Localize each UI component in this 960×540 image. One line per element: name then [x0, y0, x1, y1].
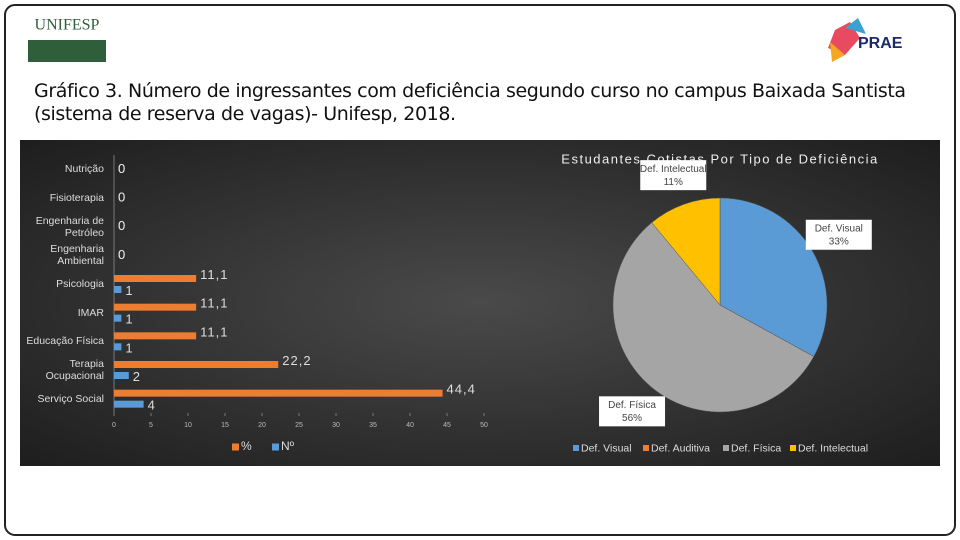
data-label: 2: [133, 369, 141, 384]
pie-slice: [651, 197, 721, 306]
legend-label: Def. Física: [731, 442, 781, 454]
data-label: 44,4: [447, 382, 476, 397]
x-tick-label: 40: [406, 422, 414, 429]
logo-star: [845, 18, 866, 34]
bar: [114, 275, 197, 282]
label-box: [599, 396, 666, 427]
x-tick-label: 30: [332, 422, 340, 429]
bar: [114, 303, 197, 311]
category-label: Psicologia: [56, 278, 104, 290]
data-label: 0: [118, 247, 126, 262]
data-label: 1: [125, 340, 133, 355]
data-label: 11%: [664, 177, 683, 188]
bar: [114, 389, 443, 397]
logo-left: UNIFESP: [35, 17, 100, 34]
data-label: 0: [118, 189, 126, 204]
x-tick-label: 25: [295, 422, 303, 429]
category-label: IMAR: [77, 306, 104, 319]
x-tick-label: 20: [258, 422, 266, 429]
data-label: Def. Visual: [815, 223, 863, 234]
bar: [114, 343, 122, 351]
legend-swatch: [643, 445, 649, 451]
data-label: 11,1: [200, 267, 228, 282]
x-tick-label: 10: [184, 422, 192, 429]
bar: [114, 400, 144, 408]
legend-swatch: [232, 443, 239, 451]
bar: [114, 286, 122, 293]
legend-label: Def. Intelectual: [798, 442, 868, 454]
data-label: 4: [148, 398, 156, 413]
data-label: 11,1: [200, 324, 228, 339]
data-label: 1: [125, 312, 133, 327]
data-label: 33%: [829, 236, 849, 247]
data-label: 0: [118, 161, 126, 176]
label-box: [805, 219, 872, 250]
bar: [114, 372, 129, 379]
legend-label: %: [241, 439, 252, 453]
data-label: 1: [125, 283, 133, 298]
category-label: Educação Física: [26, 335, 104, 348]
category-label: Terapia Ocupacional: [45, 358, 104, 382]
legend-swatch: [723, 445, 729, 451]
data-label: 56%: [622, 413, 642, 424]
logo-right: PRAE: [858, 35, 903, 52]
category-label: Nutrição: [64, 163, 104, 176]
pie-slice: [612, 222, 815, 413]
legend-swatch: [790, 445, 796, 451]
chart-title: Estudantes Cotistas Por Tipo de Deficiên…: [561, 151, 878, 166]
data-label: Def. Intelectual: [640, 164, 707, 175]
bar: [114, 314, 122, 322]
logo-star: [830, 42, 845, 62]
data-label: 0: [118, 218, 126, 233]
logo-building: [28, 40, 106, 62]
data-label: Def. Física: [608, 400, 656, 411]
legend-label: Nº: [281, 439, 295, 453]
data-label: 0: [118, 218, 126, 233]
data-label: 0: [118, 247, 126, 262]
data-label: 11,1: [200, 296, 228, 311]
data-label: 0: [118, 161, 126, 176]
category-label: Engenharia de Petróleo: [35, 214, 104, 239]
x-tick-label: 50: [480, 422, 488, 429]
x-tick-label: 15: [221, 422, 229, 429]
slide-title: Gráfico 3. Número de ingressantes com de…: [34, 80, 906, 125]
category-label: Fisioterapia: [49, 192, 104, 204]
legend-swatch: [272, 443, 279, 451]
logo-star: [828, 22, 860, 55]
x-tick-label: 0: [112, 422, 116, 429]
x-tick-label: 45: [443, 422, 451, 429]
bar: [114, 332, 197, 340]
x-tick-label: 5: [149, 422, 153, 429]
data-label: 0: [118, 189, 126, 204]
category-label: Serviço Social: [37, 392, 104, 405]
bar: [114, 361, 279, 368]
legend-swatch: [573, 445, 579, 451]
label-box: [640, 160, 707, 191]
category-label: Engenharia Ambiental: [50, 243, 104, 268]
legend-label: Def. Visual: [581, 442, 632, 454]
pie-slice: [719, 197, 828, 357]
data-label: 22,2: [282, 353, 311, 368]
x-tick-label: 35: [369, 422, 377, 429]
legend-label: Def. Auditiva: [651, 442, 710, 454]
